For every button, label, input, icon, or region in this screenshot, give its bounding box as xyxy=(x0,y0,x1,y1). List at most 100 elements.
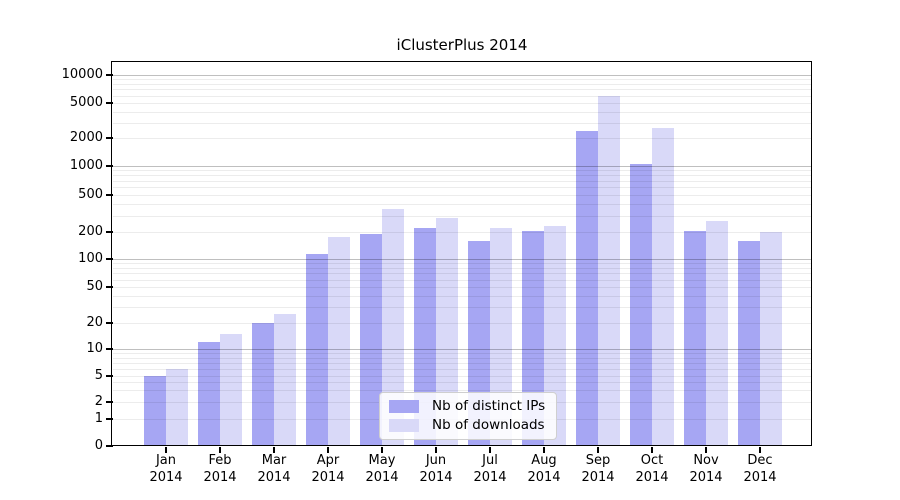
bar-downloads-mar xyxy=(274,314,296,446)
y-tick-label-2: 2 xyxy=(94,394,103,409)
y-tick-5000 xyxy=(106,102,113,104)
legend-entry-downloads: Nb of downloads xyxy=(389,417,545,433)
x-tick-label-nov: Nov 2014 xyxy=(674,452,738,486)
legend-swatch-icon xyxy=(389,399,419,413)
bar-downloads-dec xyxy=(760,232,782,446)
bar-distinct-ips-feb xyxy=(198,342,220,446)
month-label: Nov xyxy=(693,453,719,468)
major-gridline-10 xyxy=(113,349,812,350)
year-label: 2014 xyxy=(473,470,507,485)
minor-gridline-90 xyxy=(113,263,812,265)
bar-downloads-aug xyxy=(544,225,566,446)
y-tick-100 xyxy=(106,258,113,260)
bar-downloads-sep xyxy=(598,96,620,446)
month-label: Mar xyxy=(261,453,287,468)
minor-gridline-80 xyxy=(113,268,812,269)
minor-gridline-5000 xyxy=(113,103,812,104)
minor-gridline-6 xyxy=(113,368,812,370)
minor-gridline-7000 xyxy=(113,89,812,91)
bar-downloads-nov xyxy=(706,220,728,446)
x-tick-oct xyxy=(651,447,653,453)
bar-distinct-ips-nov xyxy=(684,231,706,446)
minor-gridline-60 xyxy=(113,279,812,281)
bar-distinct-ips-sep xyxy=(576,131,598,446)
minor-gridline-3000 xyxy=(113,122,812,124)
major-gridline-10000 xyxy=(113,75,812,76)
bar-distinct-ips-jan xyxy=(144,376,166,446)
month-label: Apr xyxy=(316,453,340,468)
year-label: 2014 xyxy=(635,470,669,485)
year-label: 2014 xyxy=(527,470,561,485)
bar-downloads-apr xyxy=(328,237,350,446)
legend-swatch-icon xyxy=(389,418,419,432)
x-tick-dec xyxy=(759,447,761,453)
month-label: Dec xyxy=(747,453,773,468)
year-label: 2014 xyxy=(419,470,453,485)
bar-distinct-ips-oct xyxy=(630,164,652,446)
y-tick-10 xyxy=(106,348,113,350)
bar-downloads-oct xyxy=(652,127,674,446)
x-tick-label-apr: Apr 2014 xyxy=(296,452,360,486)
bar-downloads-jan xyxy=(166,368,188,446)
minor-gridline-7 xyxy=(113,362,812,364)
plot-area xyxy=(113,63,812,446)
y-tick-label-200: 200 xyxy=(78,224,103,239)
month-label: Oct xyxy=(640,453,664,468)
y-tick-label-20: 20 xyxy=(86,315,103,330)
x-tick-label-jun: Jun 2014 xyxy=(404,452,468,486)
x-tick-label-sep: Sep 2014 xyxy=(566,452,630,486)
x-tick-jun xyxy=(435,447,437,453)
year-label: 2014 xyxy=(257,470,291,485)
year-label: 2014 xyxy=(743,470,777,485)
y-tick-label-10: 10 xyxy=(86,341,103,356)
x-tick-aug xyxy=(543,447,545,453)
bar-distinct-ips-dec xyxy=(738,240,760,446)
x-tick-label-dec: Dec 2014 xyxy=(728,452,792,486)
y-tick-10000 xyxy=(106,74,113,76)
y-tick-label-5: 5 xyxy=(94,368,103,383)
minor-gridline-4 xyxy=(113,382,812,384)
minor-gridline-900 xyxy=(113,170,812,172)
minor-gridline-8000 xyxy=(113,84,812,85)
minor-gridline-200 xyxy=(113,232,812,233)
y-tick-1 xyxy=(106,418,113,420)
x-tick-label-feb: Feb 2014 xyxy=(188,452,252,486)
month-label: Feb xyxy=(208,453,232,468)
y-tick-5 xyxy=(106,375,113,377)
y-tick-2000 xyxy=(106,137,113,139)
x-tick-jan xyxy=(165,447,167,453)
bar-distinct-ips-may xyxy=(360,234,382,446)
x-tick-mar xyxy=(273,447,275,453)
month-label: Jun xyxy=(425,453,447,468)
legend-label: Nb of downloads xyxy=(432,417,545,433)
x-tick-sep xyxy=(597,447,599,453)
bar-downloads-jun xyxy=(436,217,458,446)
major-gridline-1000 xyxy=(113,166,812,167)
minor-gridline-800 xyxy=(113,175,812,177)
bar-distinct-ips-apr xyxy=(306,253,328,446)
year-label: 2014 xyxy=(581,470,615,485)
minor-gridline-300 xyxy=(113,215,812,217)
x-tick-feb xyxy=(219,447,221,453)
x-tick-nov xyxy=(705,447,707,453)
x-tick-label-jan: Jan 2014 xyxy=(134,452,198,486)
minor-gridline-2000 xyxy=(113,138,812,139)
minor-gridline-9 xyxy=(113,353,812,355)
chart-title: iClusterPlus 2014 xyxy=(396,36,528,54)
y-tick-label-50: 50 xyxy=(86,279,103,294)
minor-gridline-400 xyxy=(113,204,812,205)
y-tick-50 xyxy=(106,286,113,288)
y-tick-label-1000: 1000 xyxy=(69,158,103,173)
legend-label: Nb of distinct IPs xyxy=(432,398,546,414)
x-tick-apr xyxy=(327,447,329,453)
y-tick-label-100: 100 xyxy=(78,251,103,266)
bar-downloads-may xyxy=(382,209,404,446)
y-tick-label-1: 1 xyxy=(94,411,103,426)
y-tick-label-10000: 10000 xyxy=(61,67,103,82)
minor-gridline-5 xyxy=(113,376,812,377)
month-label: Sep xyxy=(585,453,611,468)
major-gridline-100 xyxy=(113,259,812,260)
y-tick-0 xyxy=(106,445,113,447)
month-label: Jan xyxy=(155,453,177,468)
